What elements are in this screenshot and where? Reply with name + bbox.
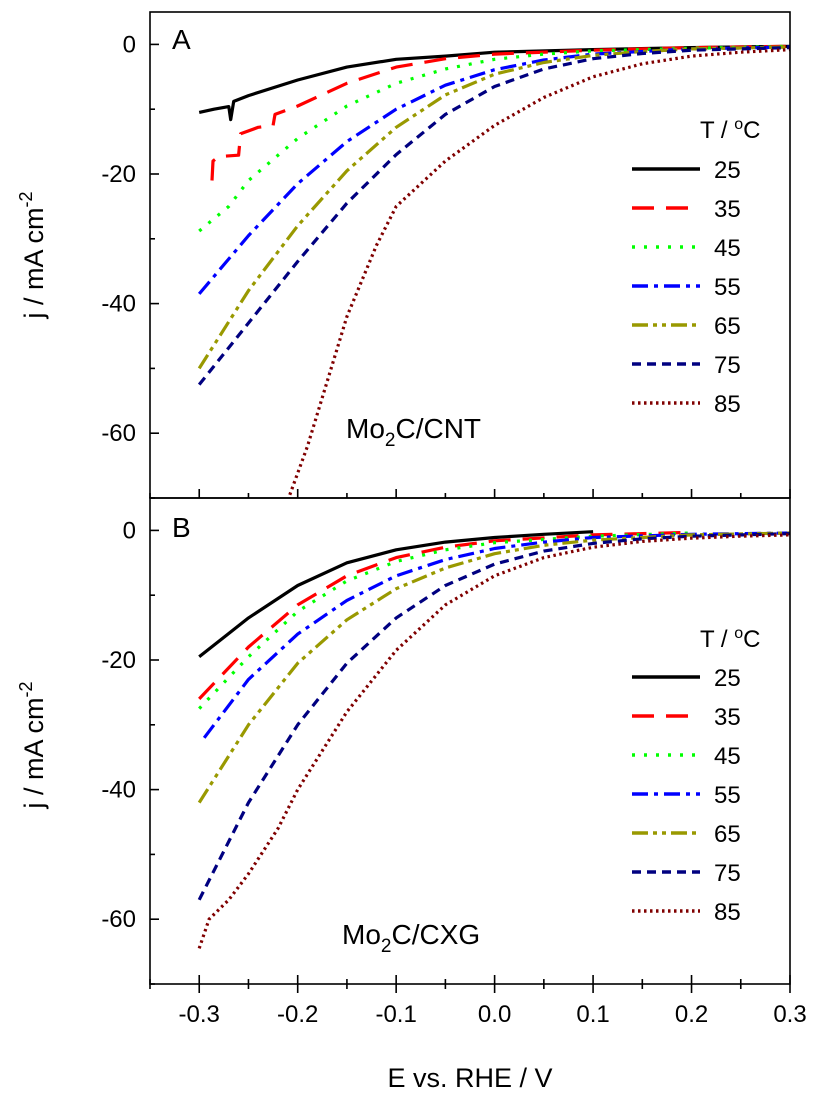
x-axis-title: E vs. RHE / V xyxy=(387,1063,552,1093)
panel-a-legend-label-75: 75 xyxy=(714,352,741,379)
panel-b-ytick-label: -20 xyxy=(101,647,136,674)
panel-a-plot xyxy=(197,44,790,496)
panel-a-legend-label-25: 25 xyxy=(714,157,741,184)
panel-b-sample-label: Mo2C/CXG xyxy=(342,919,480,957)
panel-b-legend-label-65: 65 xyxy=(714,821,741,848)
panel-a-series-75 xyxy=(197,46,790,386)
panel-b-xtick-label: 0.2 xyxy=(675,1001,708,1028)
panel-b-series-75 xyxy=(197,532,790,901)
panel-b: 0 -20 -40 -60 -0.3 -0.2 -0.1 0.0 0.1 0.2 0.3 B Mo2… xyxy=(16,497,807,1093)
panel-b-legend-label-55: 55 xyxy=(714,782,741,809)
panel-a-series-55 xyxy=(197,45,790,295)
panel-a-ytick-label: -20 xyxy=(101,161,136,188)
panel-a-ytick-label: 0 xyxy=(123,31,136,58)
panel-a: 0 -20 -40 -60 A Mo2C/CNT j / mA cm-2 T / oC… xyxy=(16,11,791,499)
panel-b-legend-label-45: 45 xyxy=(714,743,741,770)
panel-a-ytick-label: -40 xyxy=(101,291,136,318)
panel-a-legend-label-65: 65 xyxy=(714,313,741,340)
panel-b-xtick-label: -0.2 xyxy=(277,1001,318,1028)
panel-a-series-35 xyxy=(210,44,790,181)
panel-b-legend-label-35: 35 xyxy=(714,704,741,731)
panel-b-frame xyxy=(149,497,791,985)
panel-b-ytick-label: -60 xyxy=(101,906,136,933)
panel-a-legend-label-45: 45 xyxy=(714,235,741,262)
panel-b-series-35 xyxy=(198,530,692,701)
panel-a-legend-title: T / oC xyxy=(700,116,760,144)
panel-a-series-85 xyxy=(288,48,790,496)
panel-b-ytick-label: 0 xyxy=(123,517,136,544)
panel-a-ytick-label: -60 xyxy=(101,420,136,447)
panel-a-axes: 0 -20 -40 -60 xyxy=(101,11,791,499)
panel-b-xtick-label: 0.0 xyxy=(478,1001,511,1028)
panel-b-ylabel: j / mA cm-2 xyxy=(16,681,49,809)
panel-a-legend-label-55: 55 xyxy=(714,274,741,301)
panel-b-letter: B xyxy=(172,512,191,543)
panel-b-plot xyxy=(197,530,790,949)
panel-b-series-65 xyxy=(197,531,790,804)
panel-a-sample-label: Mo2C/CNT xyxy=(346,413,481,451)
panel-b-ytick-label: -40 xyxy=(101,777,136,804)
panel-a-legend: T / oC 25 35 45 55 65 75 85 xyxy=(632,116,760,418)
panel-b-legend-label-25: 25 xyxy=(714,665,741,692)
panel-b-xtick-label: 0.3 xyxy=(773,1001,806,1028)
panel-b-xtick-label: -0.3 xyxy=(179,1001,220,1028)
panel-b-legend: T / oC 25 35 45 55 65 75 85 xyxy=(632,625,760,926)
panel-b-series-25 xyxy=(198,530,594,659)
panel-b-legend-label-75: 75 xyxy=(714,860,741,887)
panel-a-letter: A xyxy=(172,24,191,55)
panel-a-ylabel: j / mA cm-2 xyxy=(16,191,49,319)
panel-a-legend-label-35: 35 xyxy=(714,196,741,223)
panel-b-series-85 xyxy=(197,533,790,949)
panel-b-xtick-label: 0.1 xyxy=(576,1001,609,1028)
panel-b-legend-title: T / oC xyxy=(700,625,760,653)
panel-b-axes: 0 -20 -40 -60 -0.3 -0.2 -0.1 0.0 0.1 0.2 0.3 xyxy=(101,497,807,1028)
panel-b-xtick-label: -0.1 xyxy=(375,1001,416,1028)
panel-a-series-65 xyxy=(197,45,790,370)
panel-b-legend-label-85: 85 xyxy=(714,899,741,926)
panel-b-series-55 xyxy=(202,531,790,739)
panel-a-legend-label-85: 85 xyxy=(714,391,741,418)
